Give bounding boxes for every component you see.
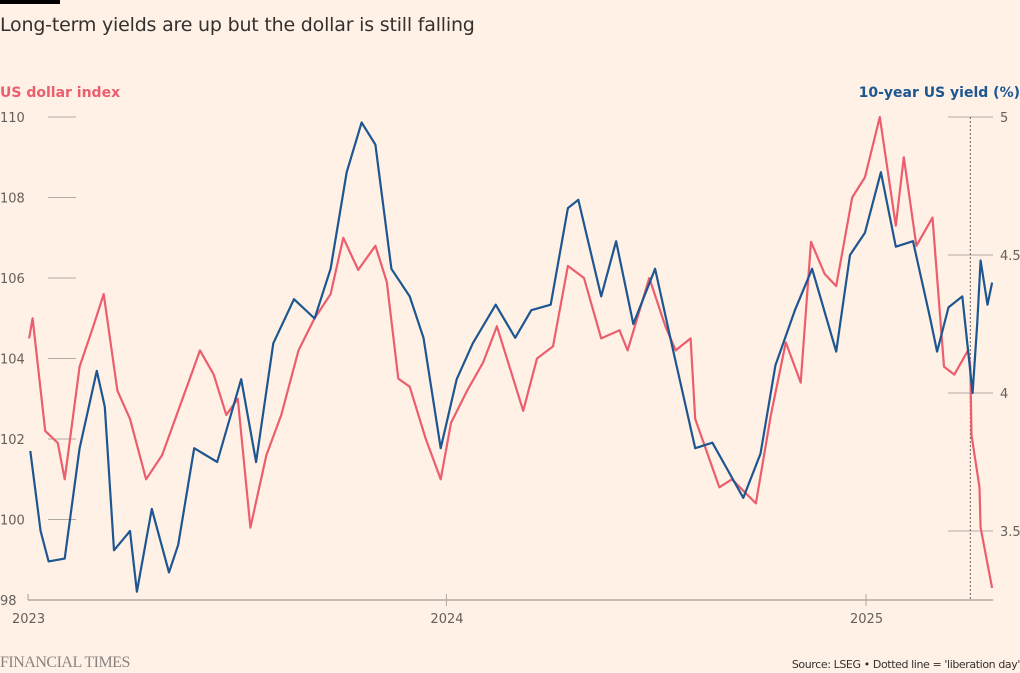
x-tick-label: 2025 (850, 612, 883, 627)
x-tick-label: 2024 (430, 612, 463, 627)
yield-line (29, 121, 994, 593)
left-tick-label: 98 (0, 594, 17, 609)
ft-logo: FINANCIAL TIMES (0, 654, 130, 671)
left-tick-label: 102 (0, 433, 25, 448)
right-tick-label: 4.5 (1000, 249, 1020, 264)
left-tick-label: 110 (0, 111, 25, 126)
x-tick-label: 2023 (12, 612, 45, 627)
left-tick-label: 104 (0, 353, 25, 368)
dollar-index-line (28, 115, 994, 589)
left-axis-label: US dollar index (0, 85, 121, 101)
brand-bar (0, 0, 60, 4)
right-tick-label: 3.5 (1000, 525, 1020, 540)
right-tick-label: 4 (1000, 387, 1008, 402)
right-axis-label: 10-year US yield (%) (858, 85, 1020, 101)
left-tick-label: 106 (0, 272, 25, 287)
right-tick-label: 5 (1000, 111, 1008, 126)
left-tick-label: 108 (0, 192, 25, 207)
source-note: Source: LSEG • Dotted line = 'liberation… (791, 658, 1020, 671)
chart-title: Long-term yields are up but the dollar i… (0, 14, 475, 36)
left-tick-label: 100 (0, 514, 25, 529)
